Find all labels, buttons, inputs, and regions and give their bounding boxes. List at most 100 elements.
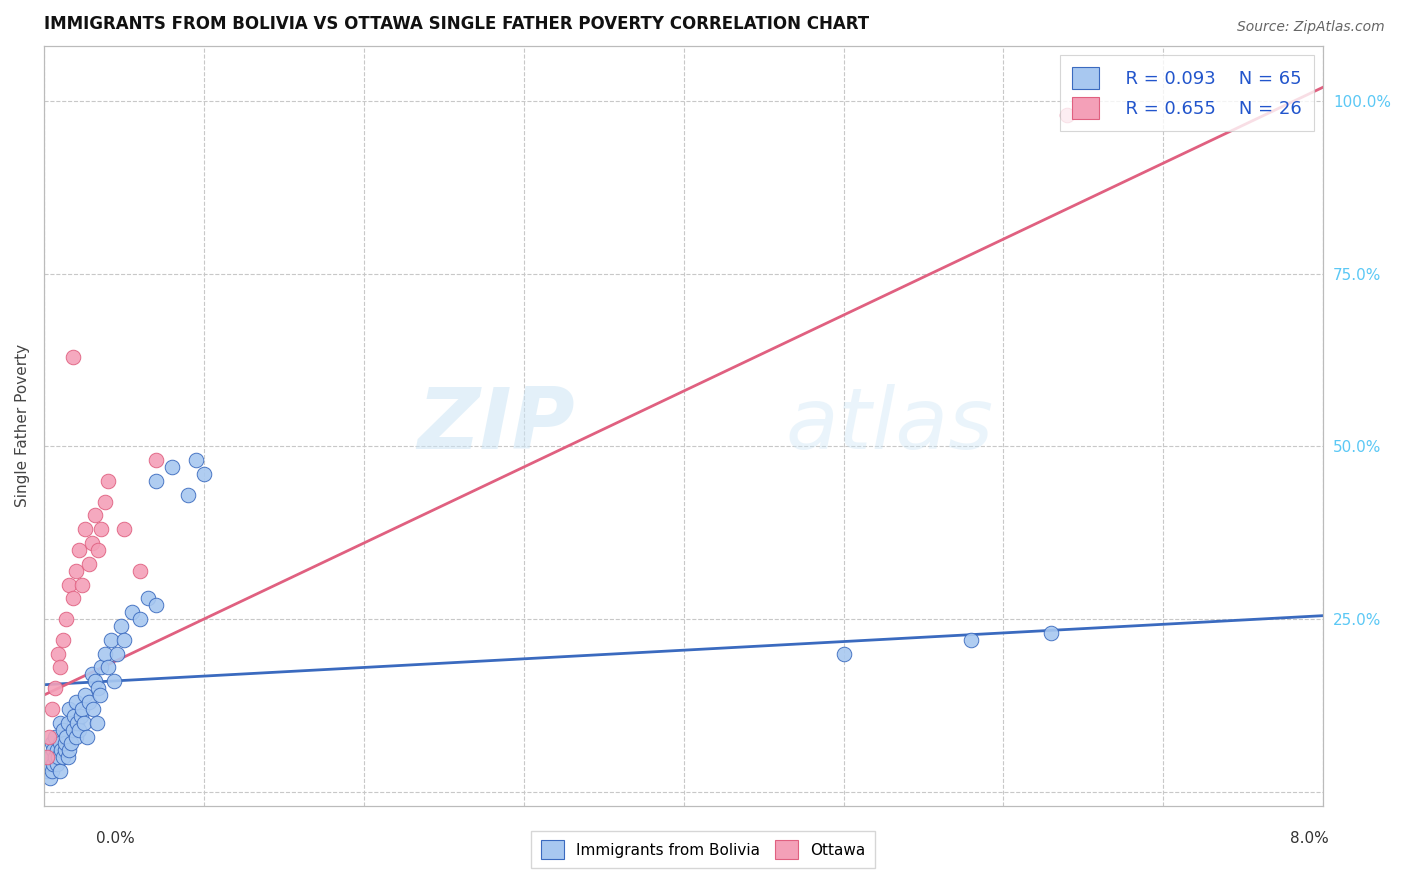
Point xyxy=(51,743,73,757)
Point xyxy=(45,757,67,772)
Point xyxy=(90,522,112,536)
Point xyxy=(42,757,65,772)
Point xyxy=(63,708,86,723)
Point xyxy=(67,543,90,558)
Point xyxy=(44,730,66,744)
Point xyxy=(60,736,83,750)
Point xyxy=(103,674,125,689)
Point xyxy=(145,474,167,488)
Legend:   R = 0.093    N = 65,   R = 0.655    N = 26: R = 0.093 N = 65, R = 0.655 N = 26 xyxy=(1060,54,1315,131)
Text: 8.0%: 8.0% xyxy=(1289,831,1329,846)
Point xyxy=(52,632,75,647)
Point xyxy=(82,702,104,716)
Point xyxy=(90,660,112,674)
Point xyxy=(46,750,69,764)
Point xyxy=(67,723,90,737)
Point xyxy=(52,750,75,764)
Point xyxy=(110,619,132,633)
Point xyxy=(35,750,58,764)
Point xyxy=(136,591,159,606)
Point xyxy=(53,743,76,757)
Point xyxy=(65,564,87,578)
Text: 0.0%: 0.0% xyxy=(96,831,135,846)
Point xyxy=(84,508,107,523)
Point xyxy=(65,695,87,709)
Y-axis label: Single Father Poverty: Single Father Poverty xyxy=(15,344,30,508)
Point xyxy=(77,695,100,709)
Point xyxy=(52,723,75,737)
Point xyxy=(145,453,167,467)
Point xyxy=(56,750,79,764)
Point xyxy=(76,730,98,744)
Point xyxy=(1056,108,1078,122)
Text: Source: ZipAtlas.com: Source: ZipAtlas.com xyxy=(1237,21,1385,34)
Point xyxy=(55,612,77,626)
Point xyxy=(184,453,207,467)
Point xyxy=(93,647,115,661)
Point xyxy=(41,702,63,716)
Point xyxy=(58,743,80,757)
Point xyxy=(77,557,100,571)
Point xyxy=(112,522,135,536)
Point xyxy=(160,460,183,475)
Point xyxy=(1040,626,1063,640)
Point xyxy=(42,743,65,757)
Text: IMMIGRANTS FROM BOLIVIA VS OTTAWA SINGLE FATHER POVERTY CORRELATION CHART: IMMIGRANTS FROM BOLIVIA VS OTTAWA SINGLE… xyxy=(44,15,869,33)
Point xyxy=(960,632,983,647)
Point xyxy=(39,771,62,785)
Point xyxy=(86,715,108,730)
Point xyxy=(128,612,150,626)
Point xyxy=(44,750,66,764)
Point xyxy=(107,647,129,661)
Point xyxy=(49,764,72,778)
Point xyxy=(62,350,84,364)
Point xyxy=(121,605,143,619)
Point xyxy=(53,736,76,750)
Point xyxy=(49,660,72,674)
Text: atlas: atlas xyxy=(786,384,994,467)
Point xyxy=(89,688,111,702)
Legend: Immigrants from Bolivia, Ottawa: Immigrants from Bolivia, Ottawa xyxy=(531,831,875,868)
Point xyxy=(93,494,115,508)
Point xyxy=(56,715,79,730)
Point xyxy=(72,577,94,591)
Point xyxy=(46,647,69,661)
Point xyxy=(41,736,63,750)
Text: ZIP: ZIP xyxy=(418,384,575,467)
Point xyxy=(49,736,72,750)
Point xyxy=(97,474,120,488)
Point xyxy=(41,764,63,778)
Point xyxy=(84,674,107,689)
Point xyxy=(145,599,167,613)
Point xyxy=(58,702,80,716)
Point xyxy=(75,688,97,702)
Point xyxy=(44,681,66,696)
Point xyxy=(45,743,67,757)
Point xyxy=(62,591,84,606)
Point xyxy=(49,715,72,730)
Point xyxy=(80,667,103,681)
Point xyxy=(75,522,97,536)
Point xyxy=(66,715,89,730)
Point xyxy=(69,708,91,723)
Point xyxy=(58,577,80,591)
Point xyxy=(35,764,58,778)
Point xyxy=(38,730,60,744)
Point xyxy=(128,564,150,578)
Point xyxy=(100,632,122,647)
Point xyxy=(87,681,110,696)
Point xyxy=(80,536,103,550)
Point xyxy=(72,702,94,716)
Point xyxy=(38,757,60,772)
Point xyxy=(62,723,84,737)
Point xyxy=(65,730,87,744)
Point xyxy=(177,488,200,502)
Point xyxy=(112,632,135,647)
Point xyxy=(832,647,855,661)
Point xyxy=(193,467,215,481)
Point xyxy=(73,715,96,730)
Point xyxy=(55,730,77,744)
Point xyxy=(97,660,120,674)
Point xyxy=(87,543,110,558)
Point xyxy=(39,750,62,764)
